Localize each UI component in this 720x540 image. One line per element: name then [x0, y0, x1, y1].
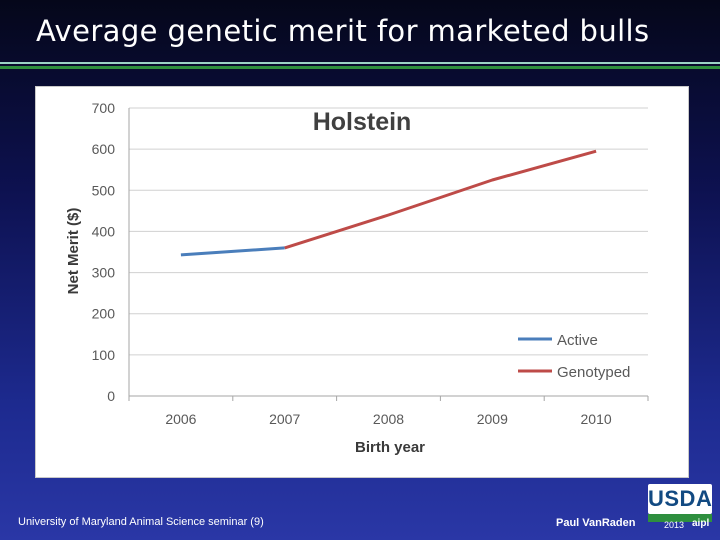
gridlines — [129, 107, 648, 356]
legend-label-active: Active — [557, 332, 598, 349]
usda-logo-text: USDA — [648, 484, 712, 514]
series-line-genotyped — [284, 149, 597, 250]
footer-seminar: University of Maryland Animal Science se… — [18, 516, 264, 528]
y-tick-label: 500 — [92, 182, 116, 198]
y-tick-labels: 0 100 200 300 400 500 600 700 — [92, 100, 116, 404]
y-axis-title: Net Merit ($) — [65, 208, 82, 295]
title-divider-bottom — [0, 66, 720, 69]
logo-year: 2013 — [664, 520, 685, 530]
x-axis-title: Birth year — [355, 439, 425, 456]
y-tick-label: 300 — [92, 265, 116, 281]
x-tick-label: 2009 — [477, 411, 508, 427]
x-tick-label: 2008 — [373, 411, 404, 427]
y-tick-label: 100 — [92, 347, 116, 363]
slide-title: Average genetic merit for marketed bulls — [36, 14, 650, 48]
y-tick-label: 0 — [107, 388, 115, 404]
footer-author: Paul VanRaden — [556, 517, 636, 529]
legend-label-genotyped: Genotyped — [557, 364, 630, 381]
x-tick-label: 2010 — [581, 411, 612, 427]
x-tick-label: 2006 — [165, 411, 196, 427]
y-tick-label: 700 — [92, 100, 116, 116]
axes — [128, 108, 649, 401]
series-lines — [180, 149, 597, 257]
usda-logo: USDA 2013 aipl — [648, 484, 712, 534]
y-tick-label: 400 — [92, 223, 116, 239]
y-tick-label: 200 — [92, 306, 116, 322]
x-tick-labels: 2006 2007 2008 2009 2010 — [165, 411, 612, 427]
title-divider-top — [0, 62, 720, 64]
usda-logo-swoosh — [648, 514, 712, 522]
aipl-logo: aipl — [692, 518, 710, 529]
series-line-active — [180, 246, 285, 257]
y-tick-label: 600 — [92, 141, 116, 157]
legend: Active Genotyped — [518, 332, 630, 381]
x-tick-label: 2007 — [269, 411, 300, 427]
chart-title: Holstein — [313, 108, 412, 136]
chart-panel: 0 100 200 300 400 500 600 700 2006 2007 2008 2009 2… — [35, 86, 689, 478]
